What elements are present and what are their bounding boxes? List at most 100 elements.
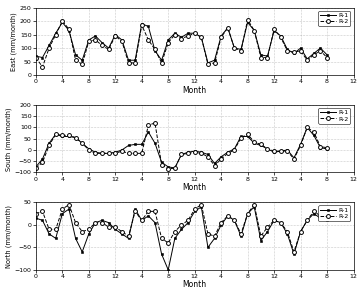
R-1 <box>73 53 78 57</box>
R-1 <box>133 142 137 146</box>
R-2 <box>298 49 303 53</box>
R-1 <box>140 219 144 222</box>
R-1 <box>153 221 157 224</box>
R-1 <box>239 135 243 138</box>
Line: R-1: R-1 <box>34 126 329 169</box>
R-1 <box>311 212 316 215</box>
R-1 <box>325 147 329 151</box>
R-1 <box>179 35 184 39</box>
R-2 <box>199 35 204 39</box>
R-1 <box>126 237 131 240</box>
R-2 <box>47 144 51 147</box>
R-2 <box>100 221 104 224</box>
R-1 <box>60 135 65 138</box>
R-2 <box>106 152 111 155</box>
R-2 <box>318 49 323 53</box>
R-2 <box>34 212 38 215</box>
R-2 <box>54 132 58 136</box>
R-1 <box>80 250 84 254</box>
R-1 <box>325 219 329 222</box>
R-1 <box>252 205 256 209</box>
R-2 <box>173 33 177 36</box>
R-2 <box>54 228 58 231</box>
R-2 <box>87 148 91 152</box>
R-1 <box>73 237 78 240</box>
R-2 <box>40 160 45 164</box>
R-2 <box>325 216 329 220</box>
Line: R-1: R-1 <box>34 21 329 64</box>
R-2 <box>80 63 84 66</box>
R-2 <box>278 35 283 39</box>
R-2 <box>60 207 65 211</box>
R-1 <box>80 58 84 62</box>
R-1 <box>153 142 157 145</box>
R-1 <box>285 148 290 152</box>
R-1 <box>80 142 84 145</box>
R-2 <box>47 46 51 50</box>
R-2 <box>93 152 98 155</box>
R-1 <box>186 32 190 35</box>
R-2 <box>245 132 250 136</box>
R-1 <box>298 46 303 50</box>
R-1 <box>285 48 290 51</box>
R-1 <box>47 44 51 47</box>
R-1 <box>186 221 190 224</box>
R-1 <box>199 205 204 209</box>
R-2 <box>272 219 276 222</box>
R-2 <box>159 61 164 65</box>
R-2 <box>232 148 237 152</box>
Line: R-2: R-2 <box>34 121 329 171</box>
R-1 <box>318 146 323 150</box>
R-2 <box>73 136 78 139</box>
R-1 <box>159 160 164 164</box>
R-2 <box>60 19 65 23</box>
R-1 <box>225 214 230 218</box>
R-2 <box>225 26 230 30</box>
R-2 <box>318 214 323 218</box>
Y-axis label: North (mm/month): North (mm/month) <box>5 205 12 268</box>
R-2 <box>146 210 151 213</box>
R-1 <box>225 150 230 154</box>
R-2 <box>245 18 250 22</box>
R-1 <box>173 237 177 240</box>
R-1 <box>259 239 263 242</box>
R-2 <box>126 152 131 155</box>
R-2 <box>298 144 303 147</box>
Line: R-2: R-2 <box>34 203 329 254</box>
R-2 <box>245 212 250 215</box>
R-2 <box>159 163 164 166</box>
R-2 <box>113 152 118 155</box>
R-2 <box>93 221 98 224</box>
R-1 <box>285 232 290 236</box>
R-2 <box>179 153 184 156</box>
R-1 <box>265 230 270 233</box>
R-1 <box>298 142 303 146</box>
R-1 <box>278 149 283 153</box>
R-1 <box>67 207 71 211</box>
R-2 <box>252 29 256 32</box>
R-1 <box>245 21 250 24</box>
R-2 <box>186 219 190 222</box>
R-1 <box>126 58 131 62</box>
R-2 <box>285 230 290 233</box>
R-2 <box>120 230 124 233</box>
R-1 <box>311 134 316 137</box>
Y-axis label: South (mm/month): South (mm/month) <box>5 107 12 171</box>
R-1 <box>278 221 283 224</box>
R-1 <box>278 34 283 38</box>
R-1 <box>159 58 164 62</box>
R-2 <box>278 221 283 224</box>
R-2 <box>153 210 157 213</box>
R-1 <box>87 38 91 42</box>
R-2 <box>173 166 177 170</box>
R-1 <box>219 223 223 227</box>
R-1 <box>298 230 303 233</box>
R-2 <box>54 33 58 36</box>
R-1 <box>67 135 71 138</box>
R-1 <box>40 56 45 59</box>
R-1 <box>259 144 263 147</box>
R-2 <box>199 203 204 206</box>
R-2 <box>265 56 270 59</box>
Y-axis label: East (mm/month): East (mm/month) <box>11 12 17 71</box>
R-1 <box>100 152 104 155</box>
